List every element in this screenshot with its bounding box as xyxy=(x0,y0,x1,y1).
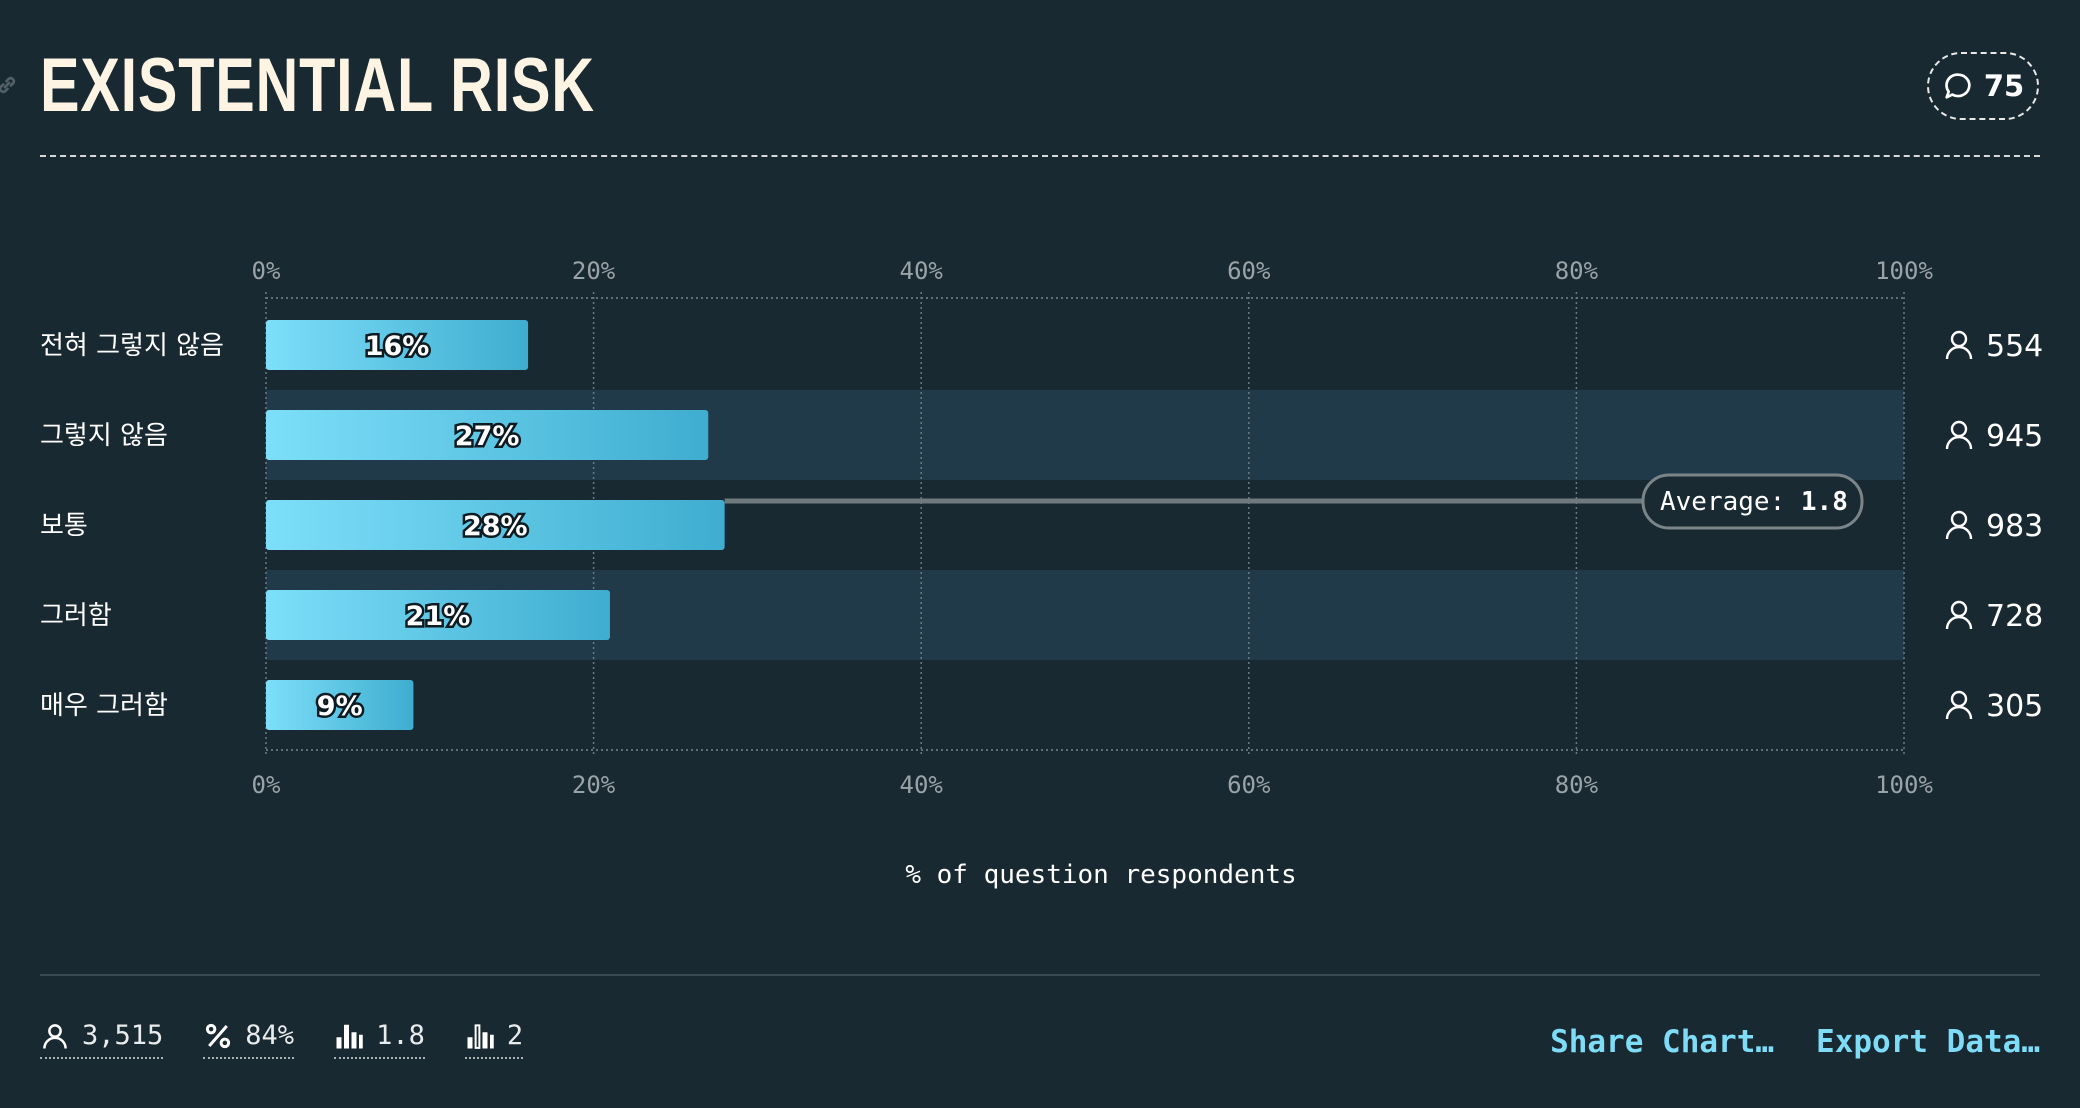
median-chart-icon xyxy=(467,1023,494,1049)
bar-value-label: 27% xyxy=(455,421,520,452)
category-label: 그렇지 않음 xyxy=(40,421,168,451)
page-title: EXISTENTIAL RISK xyxy=(40,43,595,128)
bar-value-label: 28% xyxy=(463,511,528,542)
x-tick-label-top: 80% xyxy=(1555,257,1599,285)
respondent-count: 554 xyxy=(1986,329,2043,364)
average-pill xyxy=(1641,473,1864,530)
person-icon-head xyxy=(1950,330,1968,348)
x-axis-title: % of question respondents xyxy=(905,860,1296,890)
bar-value-label: 16% xyxy=(365,331,430,362)
person-icon-body xyxy=(1945,435,1973,450)
respondent-count: 945 xyxy=(1986,419,2043,454)
person-icon xyxy=(1945,420,1973,450)
person-icon xyxy=(1945,330,1973,360)
person-icon xyxy=(1945,690,1973,720)
person-icon-body xyxy=(1945,345,1973,360)
average-value-label: 1.8 xyxy=(1801,487,1848,517)
person-icon-head xyxy=(1950,510,1968,528)
header-divider xyxy=(40,155,2040,157)
respondents-count: 3,515 xyxy=(82,1020,164,1051)
export-data-link[interactable]: Export Data… xyxy=(1816,1024,2040,1060)
stats-bar: 3,515 84% 1.8 2 xyxy=(40,1020,524,1059)
bar-value-label: 21% xyxy=(406,601,471,632)
comment-count: 75 xyxy=(1983,69,2025,103)
bar xyxy=(266,590,610,640)
respondent-count: 305 xyxy=(1986,689,2043,724)
chart-actions: Share Chart… Export Data… xyxy=(1550,1024,2040,1060)
footer-divider xyxy=(40,974,2040,976)
comment-icon xyxy=(1945,73,1971,99)
person-icon-head xyxy=(1950,600,1968,618)
category-label: 전혀 그렇지 않음 xyxy=(40,331,224,361)
person-icon xyxy=(1945,600,1973,630)
person-icon-body xyxy=(1945,525,1973,540)
category-label: 보통 xyxy=(40,511,88,541)
x-tick-label-bottom: 100% xyxy=(1875,771,1933,799)
percent-icon xyxy=(206,1023,231,1048)
person-icon-body xyxy=(1945,615,1973,630)
category-label: 그러함 xyxy=(40,601,112,631)
person-icon xyxy=(43,1023,67,1049)
comments-button[interactable]: 75 xyxy=(1927,52,2039,120)
person-icon-head xyxy=(1950,690,1968,708)
percent-value: 84% xyxy=(245,1020,295,1051)
average-value: 1.8 xyxy=(376,1020,425,1051)
link-icon[interactable] xyxy=(0,72,20,98)
person-icon-body xyxy=(1945,705,1973,720)
x-tick-label-top: 100% xyxy=(1875,257,1933,285)
x-tick-label-bottom: 0% xyxy=(252,771,281,799)
percent-stat[interactable]: 84% xyxy=(203,1020,295,1059)
person-icon xyxy=(1945,510,1973,540)
x-tick-label-top: 20% xyxy=(572,257,616,285)
median-value: 2 xyxy=(506,1020,524,1051)
average-stat[interactable]: 1.8 xyxy=(334,1020,425,1059)
x-tick-label-bottom: 40% xyxy=(900,771,944,799)
respondent-count: 983 xyxy=(1986,509,2043,544)
bar-value-label: 9% xyxy=(317,691,363,722)
bar xyxy=(266,680,414,730)
average-chart-icon xyxy=(336,1024,363,1048)
x-tick-label-bottom: 60% xyxy=(1227,771,1271,799)
share-chart-link[interactable]: Share Chart… xyxy=(1550,1024,1775,1060)
x-tick-label-top: 60% xyxy=(1227,257,1271,285)
respondent-count: 728 xyxy=(1986,599,2043,634)
bar xyxy=(266,500,725,550)
person-icon-head xyxy=(1950,420,1968,438)
bar xyxy=(266,320,529,370)
respondents-stat[interactable]: 3,515 xyxy=(40,1020,164,1059)
x-tick-label-bottom: 20% xyxy=(572,771,616,799)
bar xyxy=(266,410,709,460)
x-tick-label-top: 0% xyxy=(252,257,281,285)
average-label: Average: 1.8 xyxy=(1660,487,1848,517)
x-tick-label-bottom: 80% xyxy=(1555,771,1599,799)
median-stat[interactable]: 2 xyxy=(464,1020,524,1059)
category-label: 매우 그러함 xyxy=(40,691,168,721)
x-tick-label-top: 40% xyxy=(900,257,944,285)
